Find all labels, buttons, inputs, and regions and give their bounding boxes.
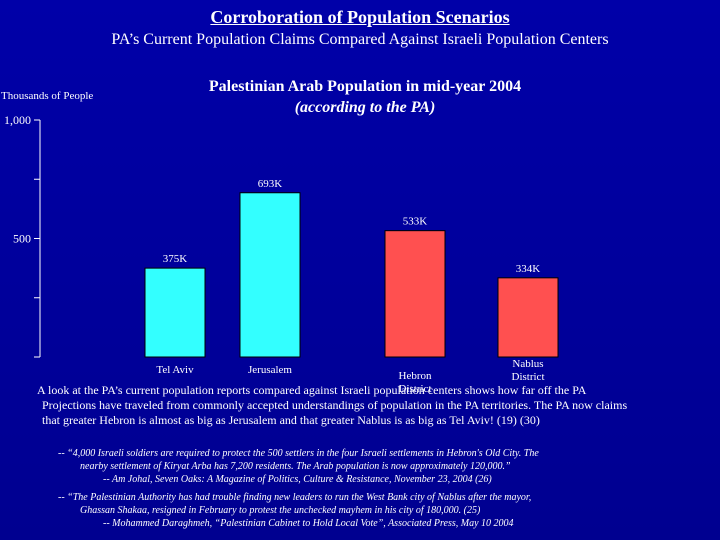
quote-line: -- “The Palestinian Authority has had tr… xyxy=(58,492,532,503)
quote-line: nearby settlement of Kiryat Arba has 7,2… xyxy=(80,461,511,472)
quote-citation: -- Am Johal, Seven Oaks: A Magazine of P… xyxy=(103,474,492,485)
bar-value-label: 334K xyxy=(516,263,541,275)
summary-line: Projections have traveled from commonly … xyxy=(42,398,628,412)
main-title: Corroboration of Population Scenarios xyxy=(210,7,510,27)
sub-title: PA’s Current Population Claims Compared … xyxy=(111,31,609,48)
quote-line: Ghassan Shakaa, resigned in February to … xyxy=(80,505,481,516)
quote-citation: -- Mohammed Daraghmeh, “Palestinian Cabi… xyxy=(103,518,514,529)
bar-value-label: 693K xyxy=(258,178,283,190)
bar xyxy=(144,267,206,358)
quote-line: -- “4,000 Israeli soldiers are required … xyxy=(58,448,539,459)
category-label: District xyxy=(399,383,432,395)
category-label: Jerusalem xyxy=(248,364,292,376)
bar-value-label: 375K xyxy=(163,253,188,265)
chart-title-line2: (according to the PA) xyxy=(294,99,436,116)
summary-paragraph: A look at the PA’s current population re… xyxy=(37,383,705,428)
bar xyxy=(239,192,301,358)
summary-line: A look at the PA’s current population re… xyxy=(37,383,587,397)
category-label: Hebron xyxy=(399,370,432,382)
category-label: District xyxy=(512,371,545,383)
bar xyxy=(497,277,559,358)
category-label: Nablus xyxy=(512,358,543,370)
y-tick-label: 1,000 xyxy=(4,113,31,127)
bar-value-label: 533K xyxy=(403,216,428,228)
y-axis-label: Thousands of People xyxy=(1,90,94,102)
bar xyxy=(384,230,446,358)
quote-johal: -- “4,000 Israeli soldiers are required … xyxy=(58,447,698,486)
quote-daraghmeh: -- “The Palestinian Authority has had tr… xyxy=(58,491,698,530)
y-tick-label: 500 xyxy=(13,232,31,246)
chart-title-line1: Palestinian Arab Population in mid-year … xyxy=(208,78,522,95)
summary-line: that greater Hebron is almost as big as … xyxy=(42,413,540,427)
chart-title: Palestinian Arab Population in mid-year … xyxy=(150,76,580,118)
category-label: Tel Aviv xyxy=(156,364,194,376)
bar-chart: 500 1,000 375K Tel Aviv 693K Jerusalem 533K Heb… xyxy=(4,113,559,395)
